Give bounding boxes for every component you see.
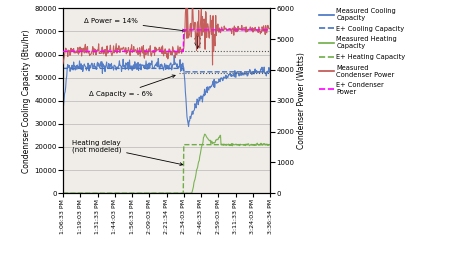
- Y-axis label: Condenrser Cooling Capacity (Btu/hr): Condenrser Cooling Capacity (Btu/hr): [22, 29, 32, 172]
- Text: Δ Power = 14%: Δ Power = 14%: [84, 18, 185, 32]
- Text: Δ Capacity = - 6%: Δ Capacity = - 6%: [89, 75, 175, 97]
- Text: Heating delay
(not modeled): Heating delay (not modeled): [72, 140, 183, 166]
- Legend: Measured Cooling
Capacity, E+ Cooling Capacity, Measured Heating
Capacity, E+ He: Measured Cooling Capacity, E+ Cooling Ca…: [319, 8, 405, 95]
- Y-axis label: Condenser Power (Watts): Condenser Power (Watts): [297, 52, 306, 149]
